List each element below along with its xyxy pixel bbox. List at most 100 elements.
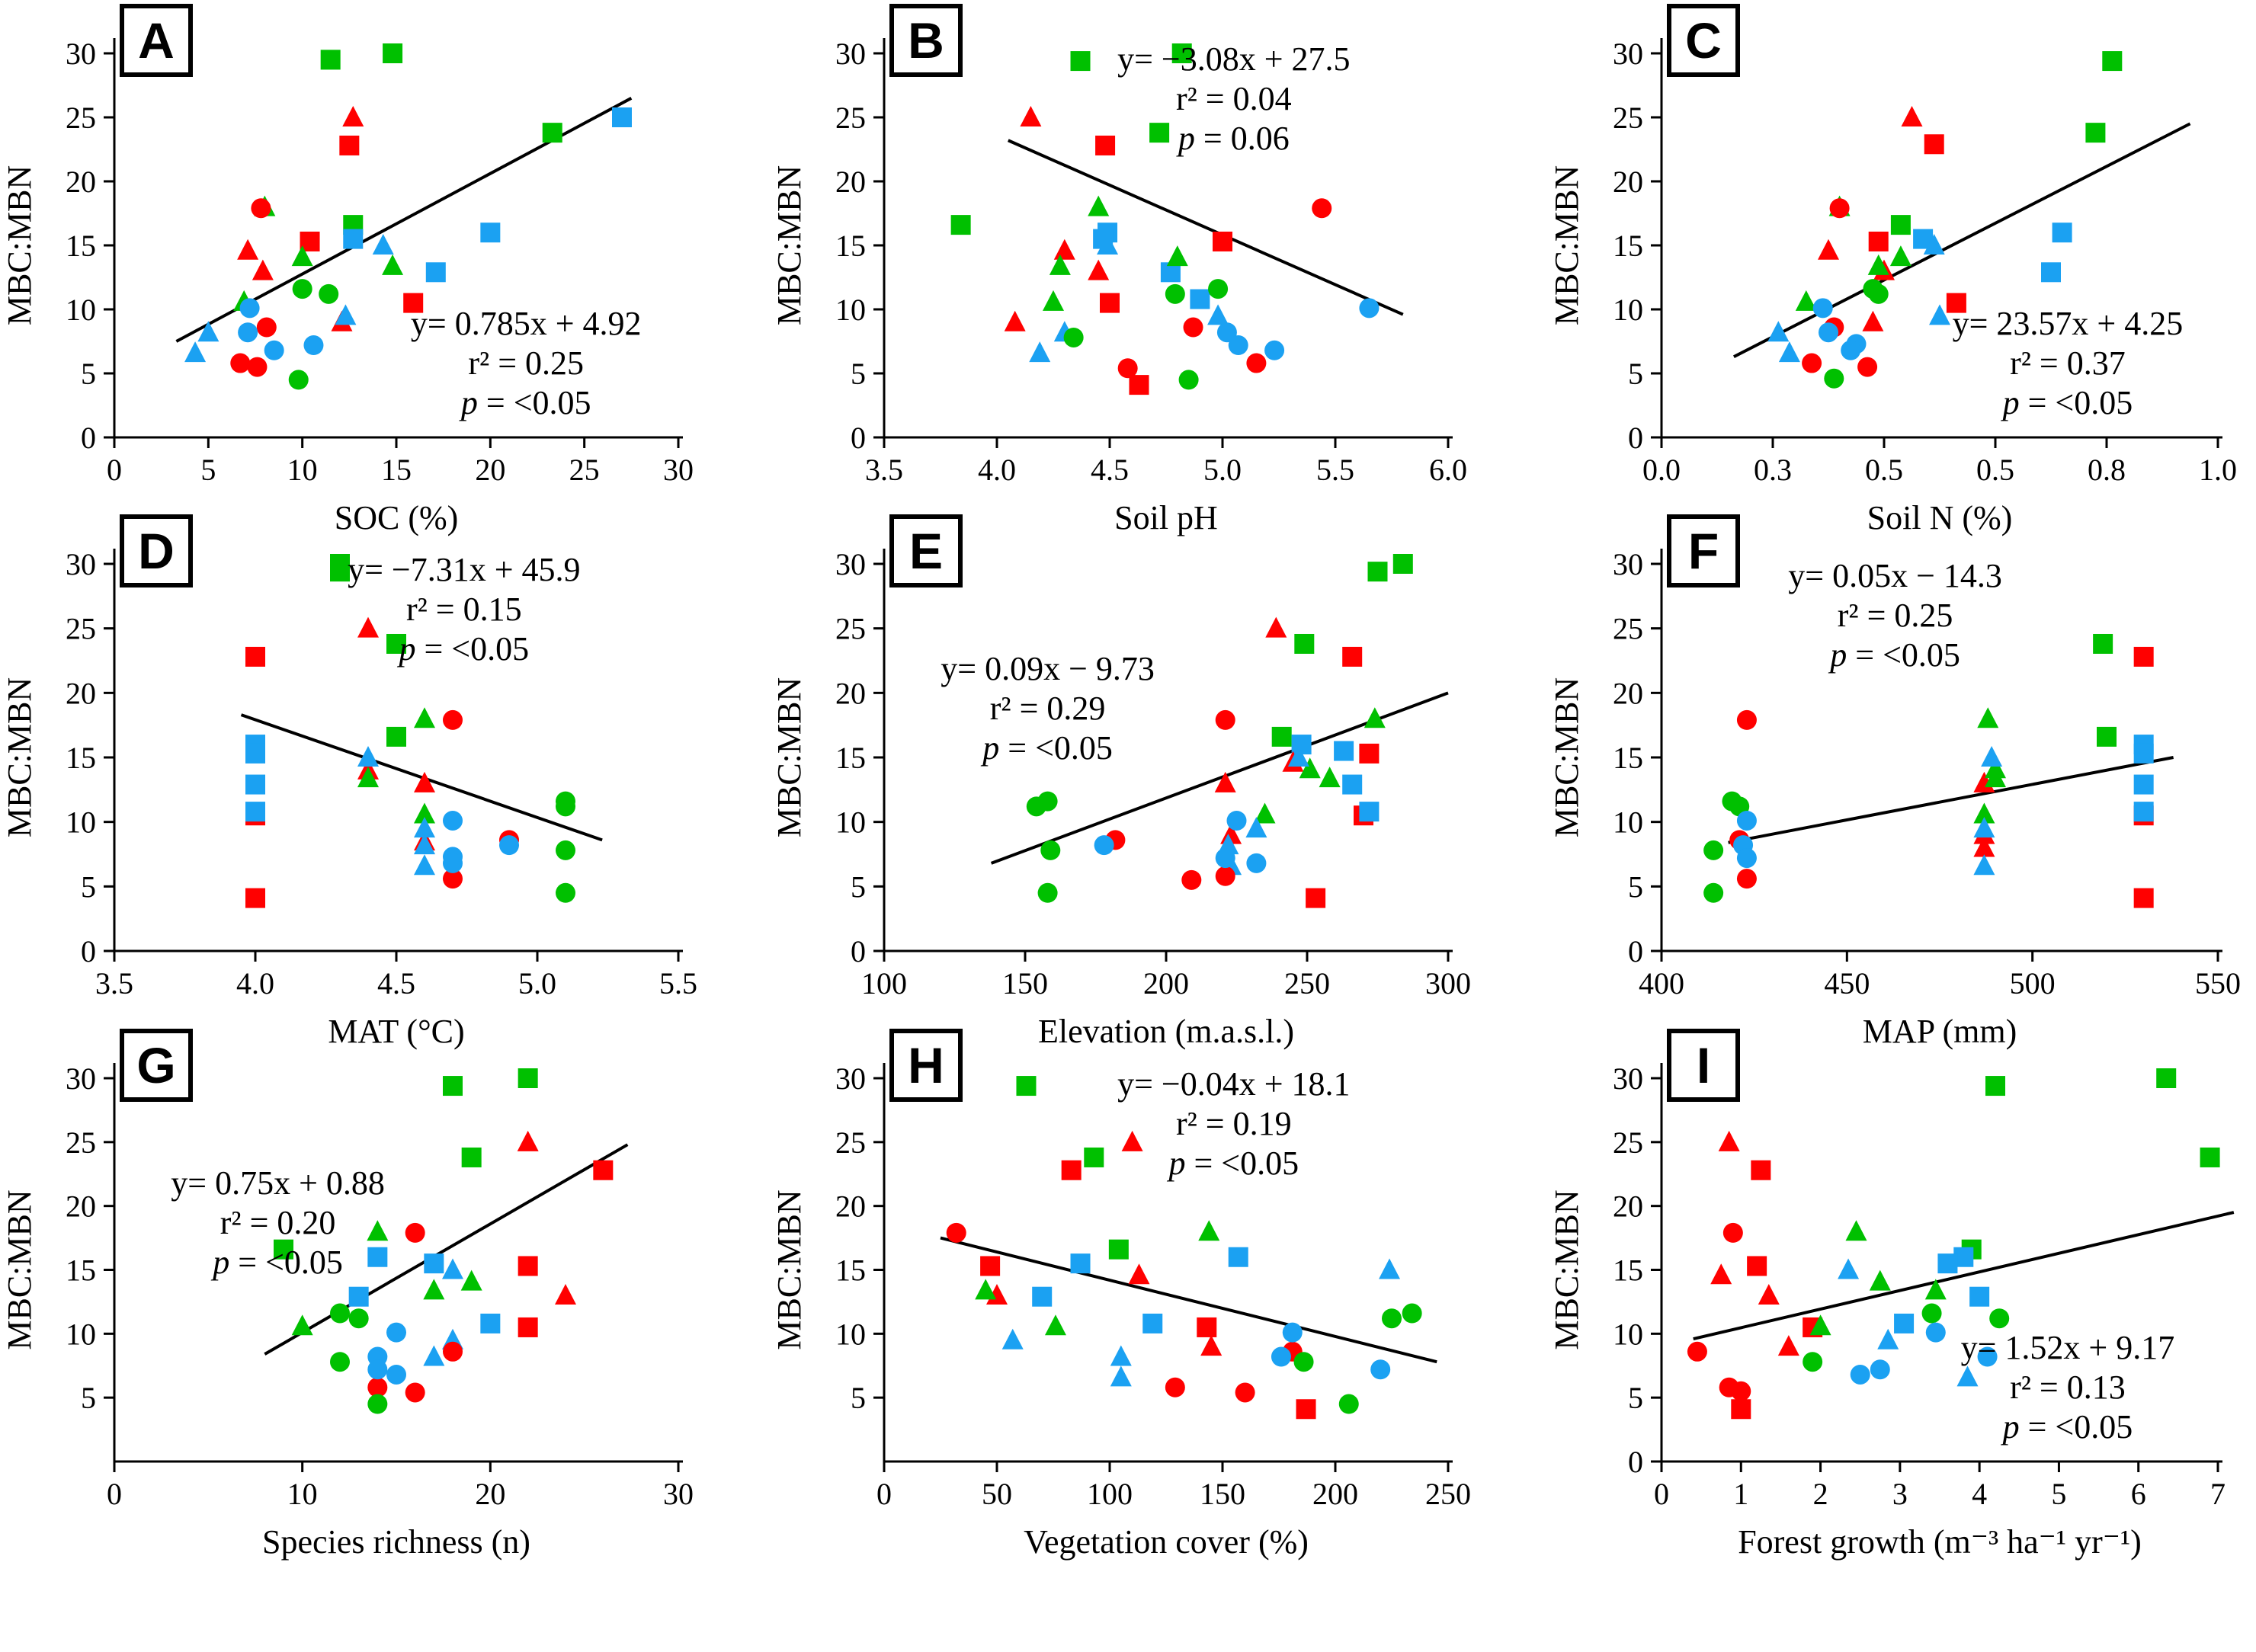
- data-point-green-triangle: [1977, 707, 1999, 728]
- panel-letter-box: [889, 4, 963, 77]
- data-point-red-circle: [443, 709, 463, 730]
- x-axis-title: Forest growth (m⁻³ ha⁻¹ yr⁻¹): [1738, 1523, 2142, 1561]
- y-tick-label: 15: [1613, 1253, 1643, 1288]
- y-tick-label: 15: [835, 229, 866, 263]
- x-axis-title: Species richness (n): [262, 1523, 530, 1561]
- data-point-red-square: [2133, 646, 2154, 667]
- x-tick-label: 550: [2195, 966, 2241, 1000]
- panel-letter-box: [1667, 514, 1740, 587]
- y-tick-label: 25: [1613, 101, 1643, 135]
- x-tick-label: 5.5: [1316, 453, 1354, 487]
- data-point-red-circle: [1736, 709, 1757, 730]
- data-point-red-square: [245, 646, 265, 667]
- equation-line: p = <0.05: [2001, 384, 2133, 421]
- equation-line: r² = 0.25: [468, 344, 584, 382]
- y-tick-label: 10: [66, 805, 96, 840]
- data-point-red-triangle: [237, 239, 259, 260]
- data-point-green-circle: [1063, 327, 1084, 347]
- panel-d: 3.5 4.0 4.5 5.0 5.5 0 5 10 15 20 25 30 MAT (°C) MBC:M…: [1, 514, 697, 1050]
- equation-line: r² = 0.29: [990, 690, 1106, 727]
- data-point-blue-triangle: [1929, 304, 1950, 325]
- data-point-green-square: [2200, 1147, 2220, 1167]
- panel-letter: C: [1685, 12, 1722, 69]
- data-point-green-triangle: [1845, 1220, 1867, 1241]
- data-point-green-triangle: [460, 1269, 482, 1291]
- data-point-red-circle: [247, 357, 268, 377]
- y-axis-title: MBC:MBN: [771, 1189, 808, 1349]
- panel-a: 0 5 10 15 20 25 30 0 5 10 15 20 25 30 SOC (%) MBC:MBN y=…: [1, 4, 694, 536]
- y-tick-label: 20: [1613, 676, 1643, 710]
- data-point-red-triangle: [1265, 616, 1287, 638]
- equation-line: y= −3.08x + 27.5: [1117, 40, 1350, 78]
- data-point-green-triangle: [423, 1279, 445, 1300]
- data-point-red-circle: [1731, 1381, 1751, 1401]
- data-point-red-circle: [1246, 353, 1267, 373]
- data-point-green-triangle: [367, 1220, 389, 1241]
- y-tick-label: 25: [835, 101, 866, 135]
- x-tick-label: 400: [1639, 966, 1684, 1000]
- data-point-blue-square: [245, 774, 265, 795]
- y-tick-label: 10: [66, 1317, 96, 1351]
- data-point-blue-square: [1894, 1313, 1915, 1333]
- data-point-red-triangle: [414, 771, 435, 792]
- x-tick-label: 20: [475, 453, 505, 487]
- data-point-green-square: [330, 554, 350, 574]
- equation-line: r² = 0.15: [406, 591, 522, 628]
- data-point-red-circle: [405, 1222, 425, 1243]
- data-point-green-square: [383, 43, 403, 63]
- x-tick-label: 5: [2051, 1477, 2066, 1511]
- x-tick-label: 0.0: [1642, 453, 1681, 487]
- equation-line: y= 23.57x + 4.25: [1953, 305, 2184, 342]
- y-axis-title: MBC:MBN: [1, 165, 38, 325]
- data-point-blue-square: [2041, 262, 2061, 283]
- y-tick-label: 0: [851, 421, 866, 455]
- data-point-red-circle: [1165, 1377, 1185, 1397]
- data-point-green-circle: [367, 1394, 388, 1414]
- data-point-red-triangle: [1862, 310, 1884, 331]
- x-tick-label: 0.5: [1865, 453, 1903, 487]
- data-point-green-square: [1294, 633, 1315, 654]
- y-tick-label: 5: [1628, 1381, 1643, 1415]
- data-point-blue-circle: [386, 1322, 406, 1343]
- data-point-green-triangle: [1044, 1314, 1066, 1336]
- data-point-blue-circle: [1228, 335, 1248, 356]
- data-point-blue-triangle: [414, 817, 435, 838]
- data-point-red-triangle: [1121, 1130, 1143, 1151]
- y-axis-title: MBC:MBN: [1548, 677, 1585, 837]
- data-point-blue-square: [424, 1253, 444, 1274]
- x-tick-label: 0: [1654, 1477, 1669, 1511]
- x-tick-label: 3.5: [95, 966, 133, 1000]
- data-point-blue-circle: [1870, 1359, 1890, 1380]
- y-tick-label: 0: [81, 934, 96, 968]
- x-tick-label: 0.3: [1754, 453, 1792, 487]
- data-point-green-circle: [319, 283, 339, 304]
- panel-letter-box: [889, 1029, 963, 1102]
- data-point-green-square: [1084, 1147, 1104, 1167]
- data-point-green-triangle: [1299, 757, 1321, 779]
- data-point-red-triangle: [1818, 239, 1839, 260]
- y-tick-label: 15: [66, 1253, 96, 1288]
- y-tick-label: 30: [1613, 547, 1643, 581]
- data-point-blue-square: [1291, 735, 1312, 755]
- data-point-red-circle: [946, 1222, 966, 1243]
- x-tick-label: 0.8: [2088, 453, 2126, 487]
- data-point-red-square: [1129, 375, 1149, 395]
- x-axis-title: Elevation (m.a.s.l.): [1038, 1013, 1294, 1050]
- panel-letter: E: [909, 523, 943, 579]
- data-point-red-circle: [1829, 198, 1850, 219]
- data-point-red-square: [1868, 231, 1889, 251]
- data-point-blue-square: [480, 1313, 501, 1333]
- data-point-green-circle: [1824, 368, 1844, 389]
- data-point-red-square: [518, 1256, 538, 1276]
- y-tick-label: 5: [1628, 357, 1643, 391]
- x-tick-label: 30: [663, 1477, 694, 1511]
- data-point-blue-triangle: [184, 341, 207, 363]
- data-point-green-triangle: [357, 767, 379, 788]
- data-point-green-square: [274, 1239, 293, 1260]
- y-axis-title: MBC:MBN: [1548, 165, 1585, 325]
- x-axis-title: Soil N (%): [1867, 499, 2013, 536]
- data-point-red-triangle: [1004, 310, 1026, 331]
- data-point-blue-triangle: [335, 304, 357, 325]
- data-point-green-circle: [1293, 1352, 1314, 1372]
